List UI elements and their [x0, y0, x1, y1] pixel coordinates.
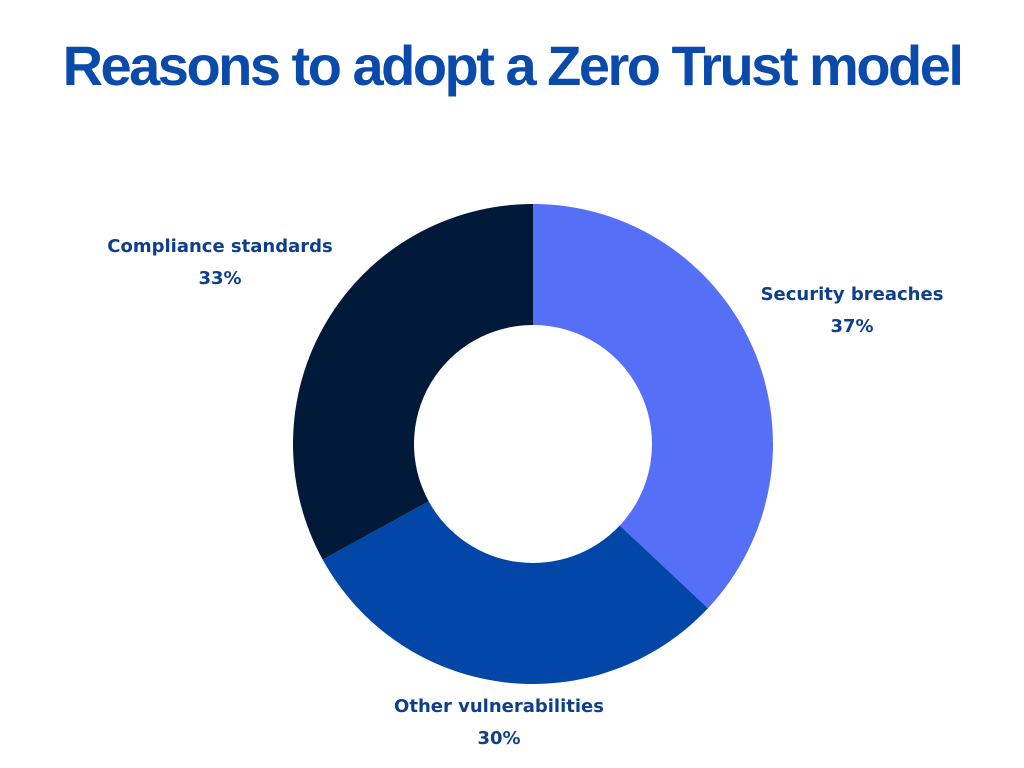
slice-label-value: 37%	[830, 316, 873, 337]
slice-label-value: 30%	[477, 728, 520, 749]
donut-slice-compliance-standards	[292, 204, 533, 560]
slice-labels: Security breaches 37% Other vulnerabilit…	[107, 236, 943, 749]
donut-slice-security-breaches	[533, 204, 774, 609]
chart-title: Reasons to adopt a Zero Trust model	[62, 34, 964, 97]
donut-slice-other-vulnerabilities	[322, 501, 708, 684]
slice-label-name: Other vulnerabilities	[394, 696, 604, 717]
slice-label-name: Compliance standards	[107, 236, 332, 257]
donut-slices	[292, 204, 774, 684]
slice-label-name: Security breaches	[761, 284, 944, 305]
slice-label-value: 33%	[198, 268, 241, 289]
